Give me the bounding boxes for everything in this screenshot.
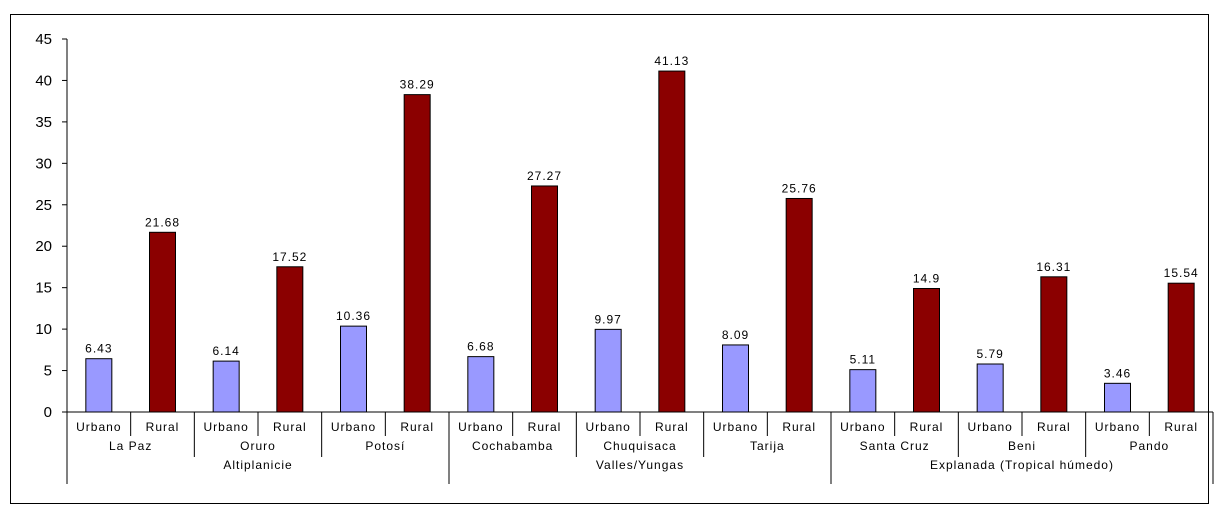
y-tick-label: 25 bbox=[35, 197, 52, 214]
data-label: 21.68 bbox=[145, 215, 180, 229]
data-label: 5.79 bbox=[976, 347, 1003, 361]
x-category-label: Rural bbox=[1164, 420, 1198, 434]
bar-urbano bbox=[340, 325, 367, 413]
y-tick-label: 0 bbox=[44, 404, 52, 421]
bar-rural bbox=[531, 185, 558, 413]
bar-urbano bbox=[85, 358, 113, 413]
bar-rural bbox=[658, 70, 686, 413]
x-category-label: Urbano bbox=[76, 420, 121, 434]
x-region-label: Explanada (Tropical húmedo) bbox=[930, 458, 1114, 472]
x-region-label: Altiplanicie bbox=[223, 458, 292, 472]
x-category-label: Urbano bbox=[1095, 420, 1140, 434]
bar-rural bbox=[1167, 282, 1195, 413]
x-department-label: Cochabamba bbox=[472, 439, 553, 453]
x-category-label: Urbano bbox=[713, 420, 758, 434]
x-category-label: Urbano bbox=[458, 420, 503, 434]
bar-rural bbox=[913, 287, 940, 413]
bar-urbano bbox=[1104, 382, 1131, 413]
y-tick-label: 30 bbox=[35, 155, 52, 172]
data-label: 25.76 bbox=[782, 181, 817, 195]
x-category-label: Rural bbox=[146, 420, 180, 434]
data-label: 16.31 bbox=[1036, 260, 1071, 274]
x-department-label: La Paz bbox=[109, 439, 152, 453]
bar-rural bbox=[785, 197, 813, 413]
bar-rural bbox=[403, 94, 431, 413]
x-category-label: Urbano bbox=[967, 420, 1012, 434]
x-department-label: Pando bbox=[1129, 439, 1169, 453]
x-department-label: Oruro bbox=[240, 439, 276, 453]
y-tick-label: 35 bbox=[35, 114, 52, 131]
x-category-label: Urbano bbox=[203, 420, 248, 434]
x-category-label: Urbano bbox=[840, 420, 885, 434]
data-label: 14.9 bbox=[913, 271, 940, 285]
bar-rural bbox=[276, 266, 304, 413]
data-label: 3.46 bbox=[1104, 366, 1131, 380]
data-label: 8.09 bbox=[722, 328, 749, 342]
x-category-label: Rural bbox=[1037, 420, 1071, 434]
x-department-label: Beni bbox=[1008, 439, 1036, 453]
bar-rural bbox=[1040, 276, 1068, 413]
data-label: 38.29 bbox=[400, 78, 435, 92]
data-label: 41.13 bbox=[654, 54, 689, 68]
x-department-label: Chuquisaca bbox=[603, 439, 676, 453]
bar-urbano bbox=[849, 369, 877, 413]
bar-urbano bbox=[722, 344, 749, 413]
data-label: 6.68 bbox=[467, 340, 494, 354]
x-category-label: Rural bbox=[655, 420, 689, 434]
x-category-label: Rural bbox=[528, 420, 562, 434]
y-tick-label: 20 bbox=[35, 238, 52, 255]
y-tick-label: 40 bbox=[35, 72, 52, 89]
y-tick-label: 5 bbox=[44, 363, 52, 380]
y-tick-label: 45 bbox=[35, 31, 52, 48]
data-label: 15.54 bbox=[1164, 266, 1199, 280]
x-department-label: Santa Cruz bbox=[860, 439, 930, 453]
data-label: 6.14 bbox=[212, 344, 239, 358]
bar-urbano bbox=[212, 360, 240, 413]
data-label: 5.11 bbox=[850, 353, 876, 367]
chart-frame bbox=[10, 14, 1209, 504]
bar-urbano bbox=[467, 356, 495, 413]
x-category-label: Rural bbox=[782, 420, 816, 434]
data-label: 17.52 bbox=[272, 250, 307, 264]
data-label: 9.97 bbox=[594, 312, 621, 326]
bar-urbano bbox=[594, 328, 622, 413]
x-category-label: Rural bbox=[400, 420, 434, 434]
x-category-label: Rural bbox=[910, 420, 944, 434]
x-region-label: Valles/Yungas bbox=[596, 458, 684, 472]
x-category-label: Urbano bbox=[331, 420, 376, 434]
x-category-label: Rural bbox=[273, 420, 307, 434]
x-category-label: Urbano bbox=[585, 420, 630, 434]
bar-urbano bbox=[976, 363, 1004, 413]
y-tick-label: 10 bbox=[35, 321, 52, 338]
data-label: 6.43 bbox=[85, 342, 112, 356]
bar-rural bbox=[149, 231, 176, 413]
y-tick-label: 15 bbox=[35, 280, 52, 297]
x-department-label: Potosí bbox=[365, 439, 405, 453]
data-label: 27.27 bbox=[527, 169, 562, 183]
data-label: 10.36 bbox=[336, 309, 371, 323]
x-department-label: Tarija bbox=[750, 439, 785, 453]
